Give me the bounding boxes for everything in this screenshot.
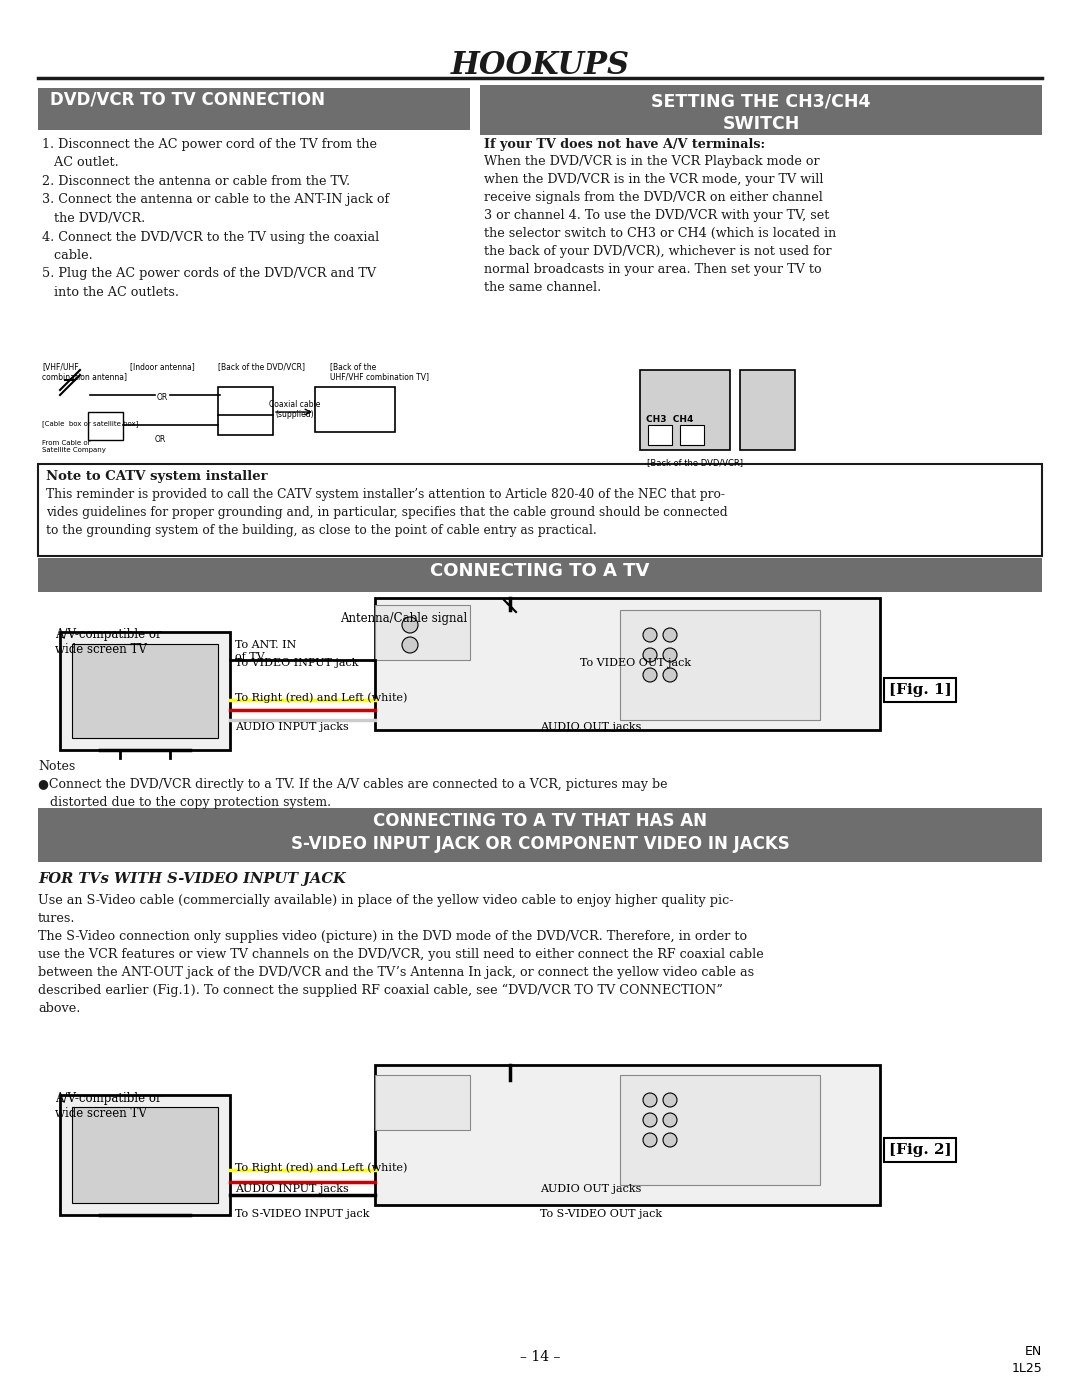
Text: DVD/VCR TO TV CONNECTION: DVD/VCR TO TV CONNECTION [50,91,325,109]
Bar [72,1106,218,1203]
Bar [315,387,395,432]
Bar [87,412,123,440]
Circle shape [663,1113,677,1127]
Text: [Back of the DVD/VCR]: [Back of the DVD/VCR] [218,362,305,372]
Circle shape [663,668,677,682]
Text: CONNECTING TO A TV THAT HAS AN
S-VIDEO INPUT JACK OR COMPONENT VIDEO IN JACKS: CONNECTING TO A TV THAT HAS AN S-VIDEO I… [291,812,789,854]
Bar [38,557,1042,592]
Text: [Back of the DVD/VCR]: [Back of the DVD/VCR] [647,458,743,467]
Text: [VHF/UHF
combination antenna]: [VHF/UHF combination antenna] [42,362,127,381]
Text: Antenna/Cable signal: Antenna/Cable signal [340,612,468,624]
Circle shape [643,1113,657,1127]
Text: Coaxial cable
(supplied): Coaxial cable (supplied) [269,400,321,419]
Circle shape [643,1092,657,1106]
Text: [Fig. 1]: [Fig. 1] [889,683,951,697]
Text: To VIDEO OUT jack: To VIDEO OUT jack [580,658,691,668]
Bar [38,88,470,130]
Text: To Right (red) and Left (white): To Right (red) and Left (white) [235,692,407,703]
Bar [375,1076,470,1130]
Text: OR: OR [154,436,165,444]
Bar [480,85,1042,136]
Text: The S-Video connection only supplies video (picture) in the DVD mode of the DVD/: The S-Video connection only supplies vid… [38,930,764,1016]
Text: This reminder is provided to call the CATV system installer’s attention to Artic: This reminder is provided to call the CA… [46,488,728,538]
Text: Use an S-Video cable (commercially available) in place of the yellow video cable: Use an S-Video cable (commercially avail… [38,894,733,925]
Text: [Back of the
UHF/VHF combination TV]: [Back of the UHF/VHF combination TV] [330,362,429,381]
Bar [620,1076,820,1185]
Bar [740,370,795,450]
Text: AUDIO OUT jacks: AUDIO OUT jacks [540,722,642,732]
Text: CH3  CH4: CH3 CH4 [646,415,693,425]
Bar [680,425,704,446]
Circle shape [663,648,677,662]
Text: To S-VIDEO OUT jack: To S-VIDEO OUT jack [540,1208,662,1220]
Circle shape [643,648,657,662]
Circle shape [643,629,657,643]
Text: [Cable  box or satellite box]: [Cable box or satellite box] [42,420,138,426]
Text: To VIDEO INPUT jack: To VIDEO INPUT jack [235,658,359,668]
Text: If your TV does not have A/V terminals:: If your TV does not have A/V terminals: [484,138,765,151]
Circle shape [663,629,677,643]
Circle shape [402,617,418,633]
Text: HOOKUPS: HOOKUPS [450,50,630,81]
Text: A/V-compatible or
wide screen TV: A/V-compatible or wide screen TV [55,629,162,657]
Bar [375,605,470,659]
Bar [648,425,672,446]
Bar [375,598,880,731]
Bar [375,1065,880,1206]
Text: To ANT. IN
of TV: To ANT. IN of TV [235,640,296,662]
Text: AUDIO OUT jacks: AUDIO OUT jacks [540,1185,642,1194]
Text: CONNECTING TO A TV: CONNECTING TO A TV [430,562,650,580]
Text: To Right (red) and Left (white): To Right (red) and Left (white) [235,1162,407,1172]
Text: AUDIO INPUT jacks: AUDIO INPUT jacks [235,1185,349,1194]
Text: [Indoor antenna]: [Indoor antenna] [130,362,194,372]
Bar [72,644,218,738]
Bar [640,370,730,450]
Circle shape [402,637,418,652]
Bar [60,631,230,750]
Text: A/V-compatible or
wide screen TV: A/V-compatible or wide screen TV [55,1092,162,1120]
Text: AUDIO INPUT jacks: AUDIO INPUT jacks [235,722,349,732]
Bar [218,387,273,434]
Circle shape [643,668,657,682]
Text: EN
1L25: EN 1L25 [1011,1345,1042,1375]
Text: SETTING THE CH3/CH4
SWITCH: SETTING THE CH3/CH4 SWITCH [651,94,870,133]
Bar [620,610,820,719]
Circle shape [663,1092,677,1106]
Text: OR: OR [157,394,167,402]
Text: Notes
●Connect the DVD/VCR directly to a TV. If the A/V cables are connected to : Notes ●Connect the DVD/VCR directly to a… [38,760,667,809]
Bar [38,807,1042,862]
Text: – 14 –: – 14 – [519,1350,561,1363]
Bar [38,464,1042,556]
Text: Note to CATV system installer: Note to CATV system installer [46,469,268,483]
Bar [60,1095,230,1215]
Text: When the DVD/VCR is in the VCR Playback mode or
when the DVD/VCR is in the VCR m: When the DVD/VCR is in the VCR Playback … [484,155,836,293]
Text: 1. Disconnect the AC power cord of the TV from the
   AC outlet.
2. Disconnect t: 1. Disconnect the AC power cord of the T… [42,138,389,299]
Text: From Cable or
Satellite Company: From Cable or Satellite Company [42,440,106,453]
Text: To S-VIDEO INPUT jack: To S-VIDEO INPUT jack [235,1208,369,1220]
Text: FOR TVs WITH S-VIDEO INPUT JACK: FOR TVs WITH S-VIDEO INPUT JACK [38,872,346,886]
Text: [Fig. 2]: [Fig. 2] [889,1143,951,1157]
Circle shape [663,1133,677,1147]
Circle shape [643,1133,657,1147]
